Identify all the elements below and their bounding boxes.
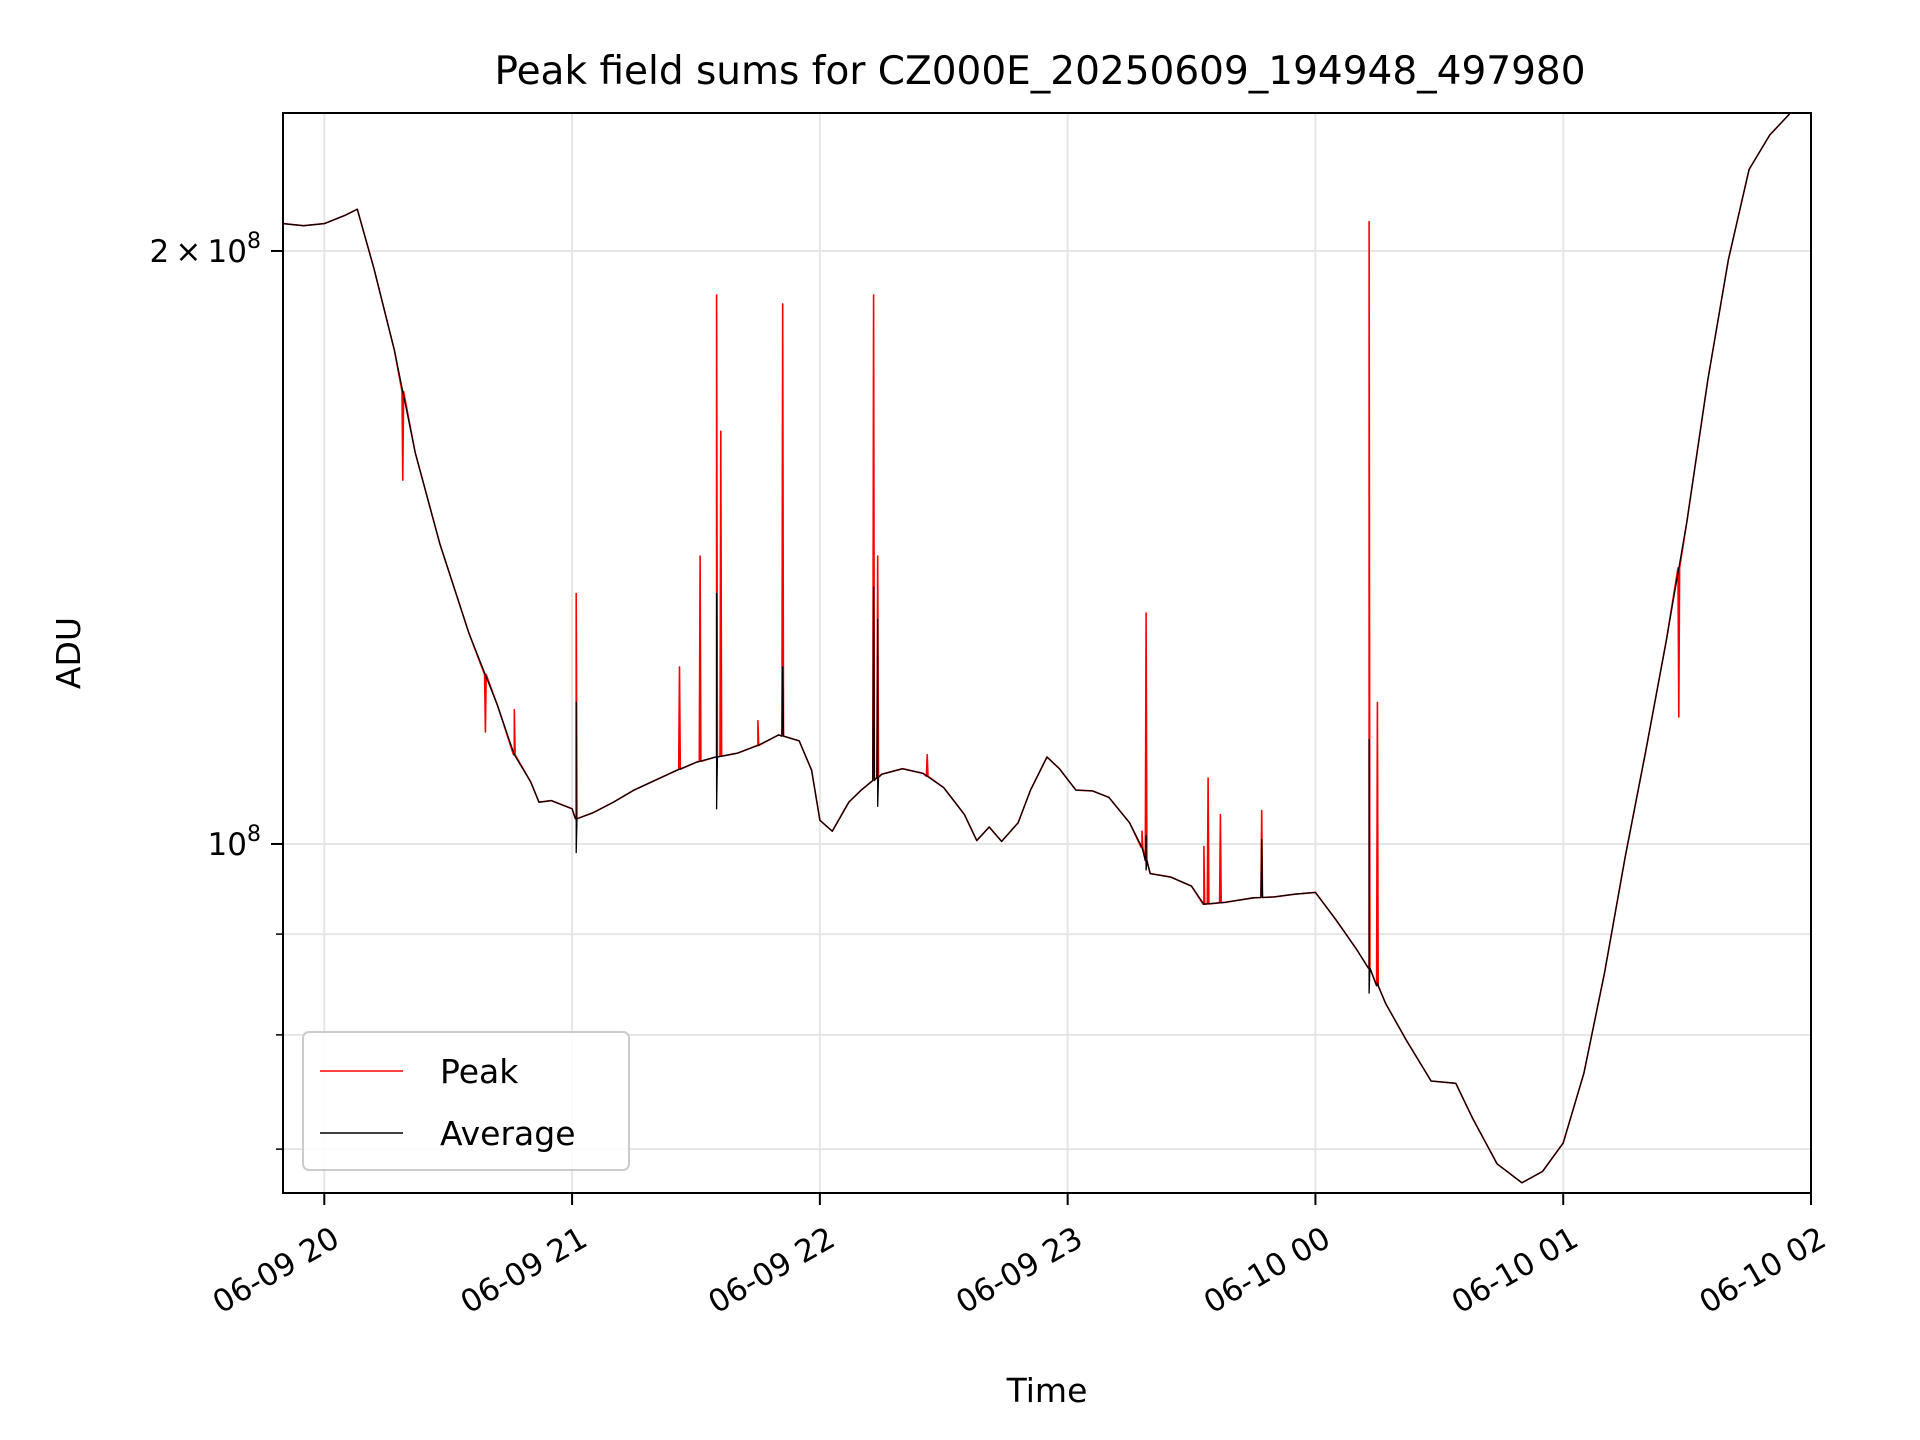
chart-title: Peak field sums for CZ000E_20250609_1949…: [494, 49, 1585, 94]
grid: [283, 113, 1812, 1193]
series-group: [282, 112, 1811, 1184]
series-line-average: [282, 112, 1811, 1184]
legend-box: [302, 1031, 630, 1171]
y-tick-label: 2 × 108: [149, 229, 261, 270]
legend-average-label: Average: [440, 1114, 576, 1153]
y-tick-label: 108: [208, 822, 261, 863]
legend: Peak Average: [302, 1031, 630, 1171]
plot-frame: [282, 112, 1812, 1194]
x-axis-title: Time: [1006, 1371, 1088, 1410]
y-axis-title: ADU: [49, 617, 88, 689]
legend-peak-label: Peak: [440, 1052, 519, 1091]
